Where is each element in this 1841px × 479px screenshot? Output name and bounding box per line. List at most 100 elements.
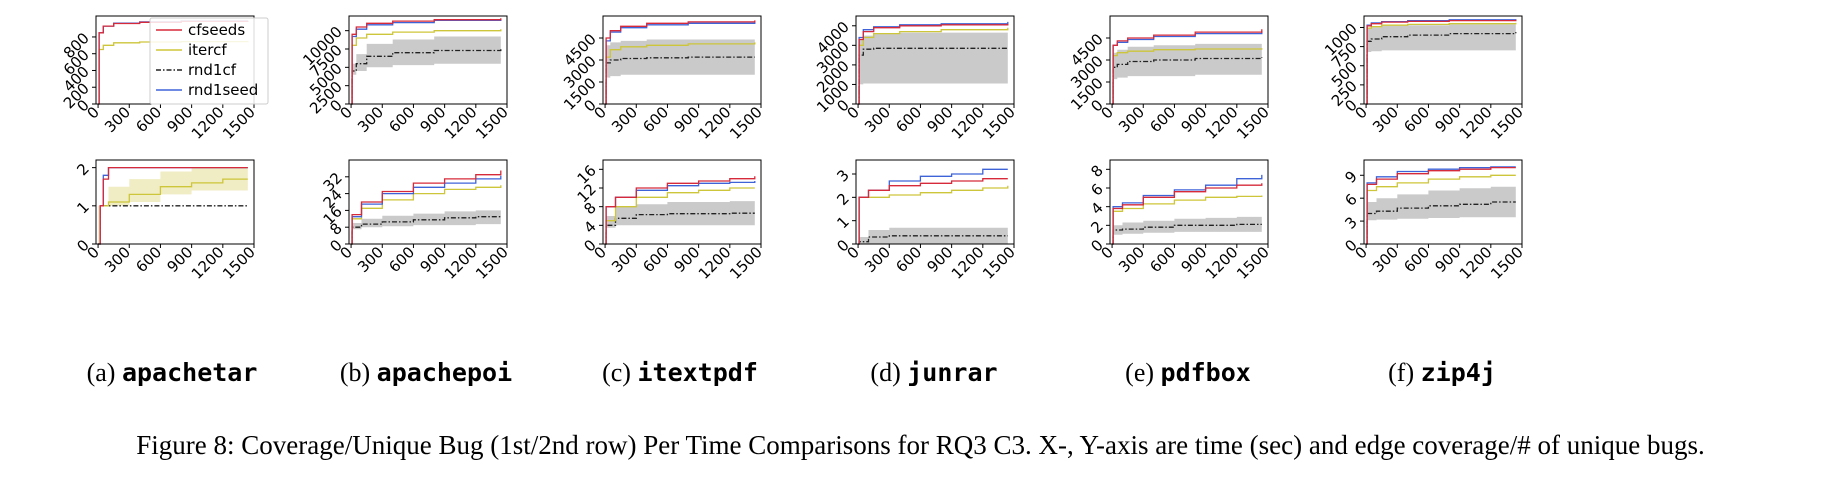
line-itercf <box>605 187 755 245</box>
y-tick-label: 16 <box>574 161 600 187</box>
band-rnd1cf <box>1112 42 1262 104</box>
line-cfseeds <box>1366 166 1516 245</box>
x-tick-label: 1200 <box>1456 103 1496 143</box>
axes-frame <box>1363 159 1523 245</box>
line-cfseeds <box>1112 29 1263 105</box>
line-rnd1seed <box>351 175 502 245</box>
legend-box <box>149 17 269 105</box>
line-rnd1cf <box>351 215 502 245</box>
x-tick-label: 1200 <box>1202 103 1242 143</box>
subplot-caption-name: itextpdf <box>637 358 758 387</box>
x-tick-label: 600 <box>1400 243 1433 276</box>
line-cfseeds <box>351 170 502 245</box>
x-tick-label: 1200 <box>441 103 481 143</box>
axes-frame <box>1363 15 1523 105</box>
x-tick-label: 300 <box>101 103 134 136</box>
x-tick-label: 300 <box>354 103 387 136</box>
x-tick-label: 300 <box>608 103 641 136</box>
subplot-caption-name: pdfbox <box>1160 358 1251 387</box>
y-tick-label: 3 <box>1341 213 1360 232</box>
subplot-caption-apachetar: (a) apachetar <box>87 358 258 388</box>
x-tick-label: 1200 <box>1202 243 1242 283</box>
x-tick-label: 1200 <box>695 243 735 283</box>
y-tick-label: 6 <box>1341 190 1360 209</box>
subplot-caption-name: apachetar <box>121 358 258 387</box>
band-rnd1cf <box>605 39 755 104</box>
x-tick-label: 600 <box>1146 243 1179 276</box>
x-tick-label: 600 <box>639 243 672 276</box>
subplot-caption-junrar: (d) junrar <box>870 358 997 388</box>
subplot-caption-label: (d) <box>870 358 908 387</box>
band-rnd1cf <box>858 227 1008 244</box>
legend-label-cfseeds: cfseeds <box>188 21 245 39</box>
line-rnd1seed <box>1366 166 1516 245</box>
band-rnd1cf <box>351 209 501 244</box>
axes-frame <box>95 159 255 245</box>
x-tick-label: 1500 <box>219 243 259 283</box>
x-tick-label: 600 <box>639 103 672 136</box>
x-tick-label: 1200 <box>1456 243 1496 283</box>
x-tick-label: 300 <box>1369 243 1402 276</box>
subplot-caption-pdfbox: (e) pdfbox <box>1125 358 1251 388</box>
x-tick-label: 1500 <box>1233 243 1273 283</box>
legend-label-rnd1seed: rnd1seed <box>188 81 258 99</box>
x-tick-label: 1500 <box>979 243 1019 283</box>
x-tick-label: 1200 <box>188 103 228 143</box>
x-tick-label: 1500 <box>219 103 259 143</box>
x-tick-label: 1200 <box>695 103 735 143</box>
x-tick-label: 600 <box>132 243 165 276</box>
subplot-caption-name: apachepoi <box>376 358 513 387</box>
band-rnd1cf <box>1366 23 1516 105</box>
line-cfseeds <box>351 18 502 105</box>
y-tick-label: 9 <box>1341 167 1360 186</box>
y-tick-label: 6 <box>1087 180 1106 199</box>
x-tick-label: 600 <box>892 243 925 276</box>
figure-caption: Figure 8: Coverage/Unique Bug (1st/2nd r… <box>136 430 1705 460</box>
x-tick-label: 1500 <box>726 103 766 143</box>
line-cfseeds <box>98 166 248 245</box>
band-rnd1cf <box>858 32 1008 104</box>
subplot-caption-name: junrar <box>907 358 998 387</box>
x-tick-label: 300 <box>1369 103 1402 136</box>
line-cfseeds <box>858 23 1009 105</box>
axes-frame <box>602 159 762 245</box>
y-tick-label: 4 <box>1087 199 1106 218</box>
line-cfseeds <box>605 20 756 105</box>
x-tick-label: 300 <box>101 243 134 276</box>
axes-frame <box>348 159 508 245</box>
line-rnd1cf <box>605 212 755 245</box>
line-itercf <box>1112 195 1263 245</box>
line-cfseeds <box>1366 19 1517 105</box>
x-tick-label: 1500 <box>1487 243 1527 283</box>
x-tick-label: 600 <box>1146 103 1179 136</box>
x-tick-label: 300 <box>1115 243 1148 276</box>
x-tick-label: 1500 <box>979 103 1019 143</box>
y-tick-label: 1 <box>73 198 92 217</box>
x-tick-label: 1500 <box>1487 103 1527 143</box>
subplot-caption-label: (b) <box>339 358 377 387</box>
line-itercf <box>351 185 502 245</box>
x-tick-label: 1500 <box>726 243 766 283</box>
subplot-caption-label: (c) <box>602 358 638 387</box>
band-itercf <box>98 167 248 244</box>
x-tick-label: 1200 <box>948 243 988 283</box>
x-tick-label: 1500 <box>472 103 512 143</box>
subplot-caption-label: (e) <box>1125 358 1161 387</box>
line-cfseeds <box>605 176 756 245</box>
x-tick-label: 1200 <box>441 243 481 283</box>
x-tick-label: 600 <box>1400 103 1433 136</box>
band-rnd1cf <box>351 34 501 104</box>
line-cfseeds <box>858 178 1008 245</box>
x-tick-label: 600 <box>385 103 418 136</box>
subplot-caption-name: zip4j <box>1420 358 1496 387</box>
x-tick-label: 300 <box>1115 103 1148 136</box>
x-tick-label: 600 <box>892 103 925 136</box>
